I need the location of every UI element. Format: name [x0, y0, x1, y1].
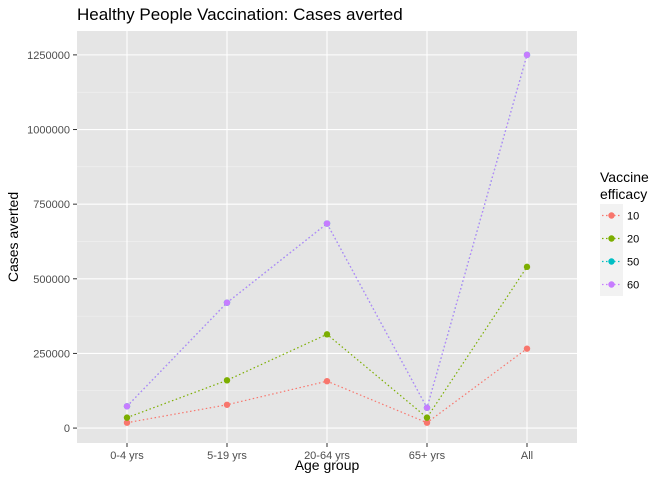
data-point-20 [423, 414, 431, 421]
chart-title: Healthy People Vaccination: Cases averte… [77, 5, 403, 24]
data-point-10 [223, 401, 231, 408]
legend-label: 60 [627, 280, 639, 292]
y-tick-label: 1250000 [27, 50, 70, 62]
data-point-20 [523, 263, 531, 271]
data-point-10 [123, 419, 131, 426]
x-axis-title: Age group [295, 457, 360, 473]
series-points [123, 51, 531, 426]
data-point-60 [323, 220, 331, 227]
x-tick-label: 65+ yrs [409, 450, 446, 462]
data-point-10 [323, 378, 331, 385]
major-gridlines [77, 31, 577, 443]
legend-title-line1: Vaccine [600, 169, 649, 185]
y-tick-label: 1000000 [27, 125, 70, 137]
data-point-20 [223, 377, 231, 384]
x-axis: 0-4 yrs 5-19 yrs 20-64 yrs 65+ yrs All [110, 443, 533, 462]
y-axis: 0 250000 500000 750000 1000000 1250000 [27, 50, 77, 435]
data-point-60 [223, 299, 231, 306]
y-tick-label: 0 [64, 423, 70, 435]
y-tick-label: 500000 [33, 274, 70, 286]
legend-label: 50 [627, 257, 639, 269]
legend-key-point [608, 212, 615, 219]
data-point-60 [423, 404, 431, 411]
x-tick-label: 5-19 yrs [207, 450, 247, 462]
legend-label: 20 [627, 234, 639, 246]
legend-label: 10 [627, 211, 639, 223]
data-point-60 [123, 403, 131, 410]
data-point-20 [123, 414, 131, 421]
y-tick-label: 250000 [33, 348, 70, 360]
x-tick-label: 0-4 yrs [110, 450, 144, 462]
legend-key-point [608, 235, 615, 242]
data-point-10 [523, 345, 531, 352]
legend: Vaccine efficacy 10 20 50 60 [600, 169, 649, 296]
data-point-20 [323, 331, 331, 338]
data-point-60 [523, 51, 531, 59]
x-tick-label: 20-64 yrs [304, 450, 350, 462]
legend-key-point [608, 258, 615, 265]
y-axis-title: Cases averted [5, 192, 21, 282]
x-tick-label: All [521, 450, 533, 462]
y-tick-label: 750000 [33, 199, 70, 211]
legend-title-line2: efficacy [600, 186, 647, 202]
data-point-10 [423, 419, 431, 426]
legend-key-point [608, 281, 615, 288]
